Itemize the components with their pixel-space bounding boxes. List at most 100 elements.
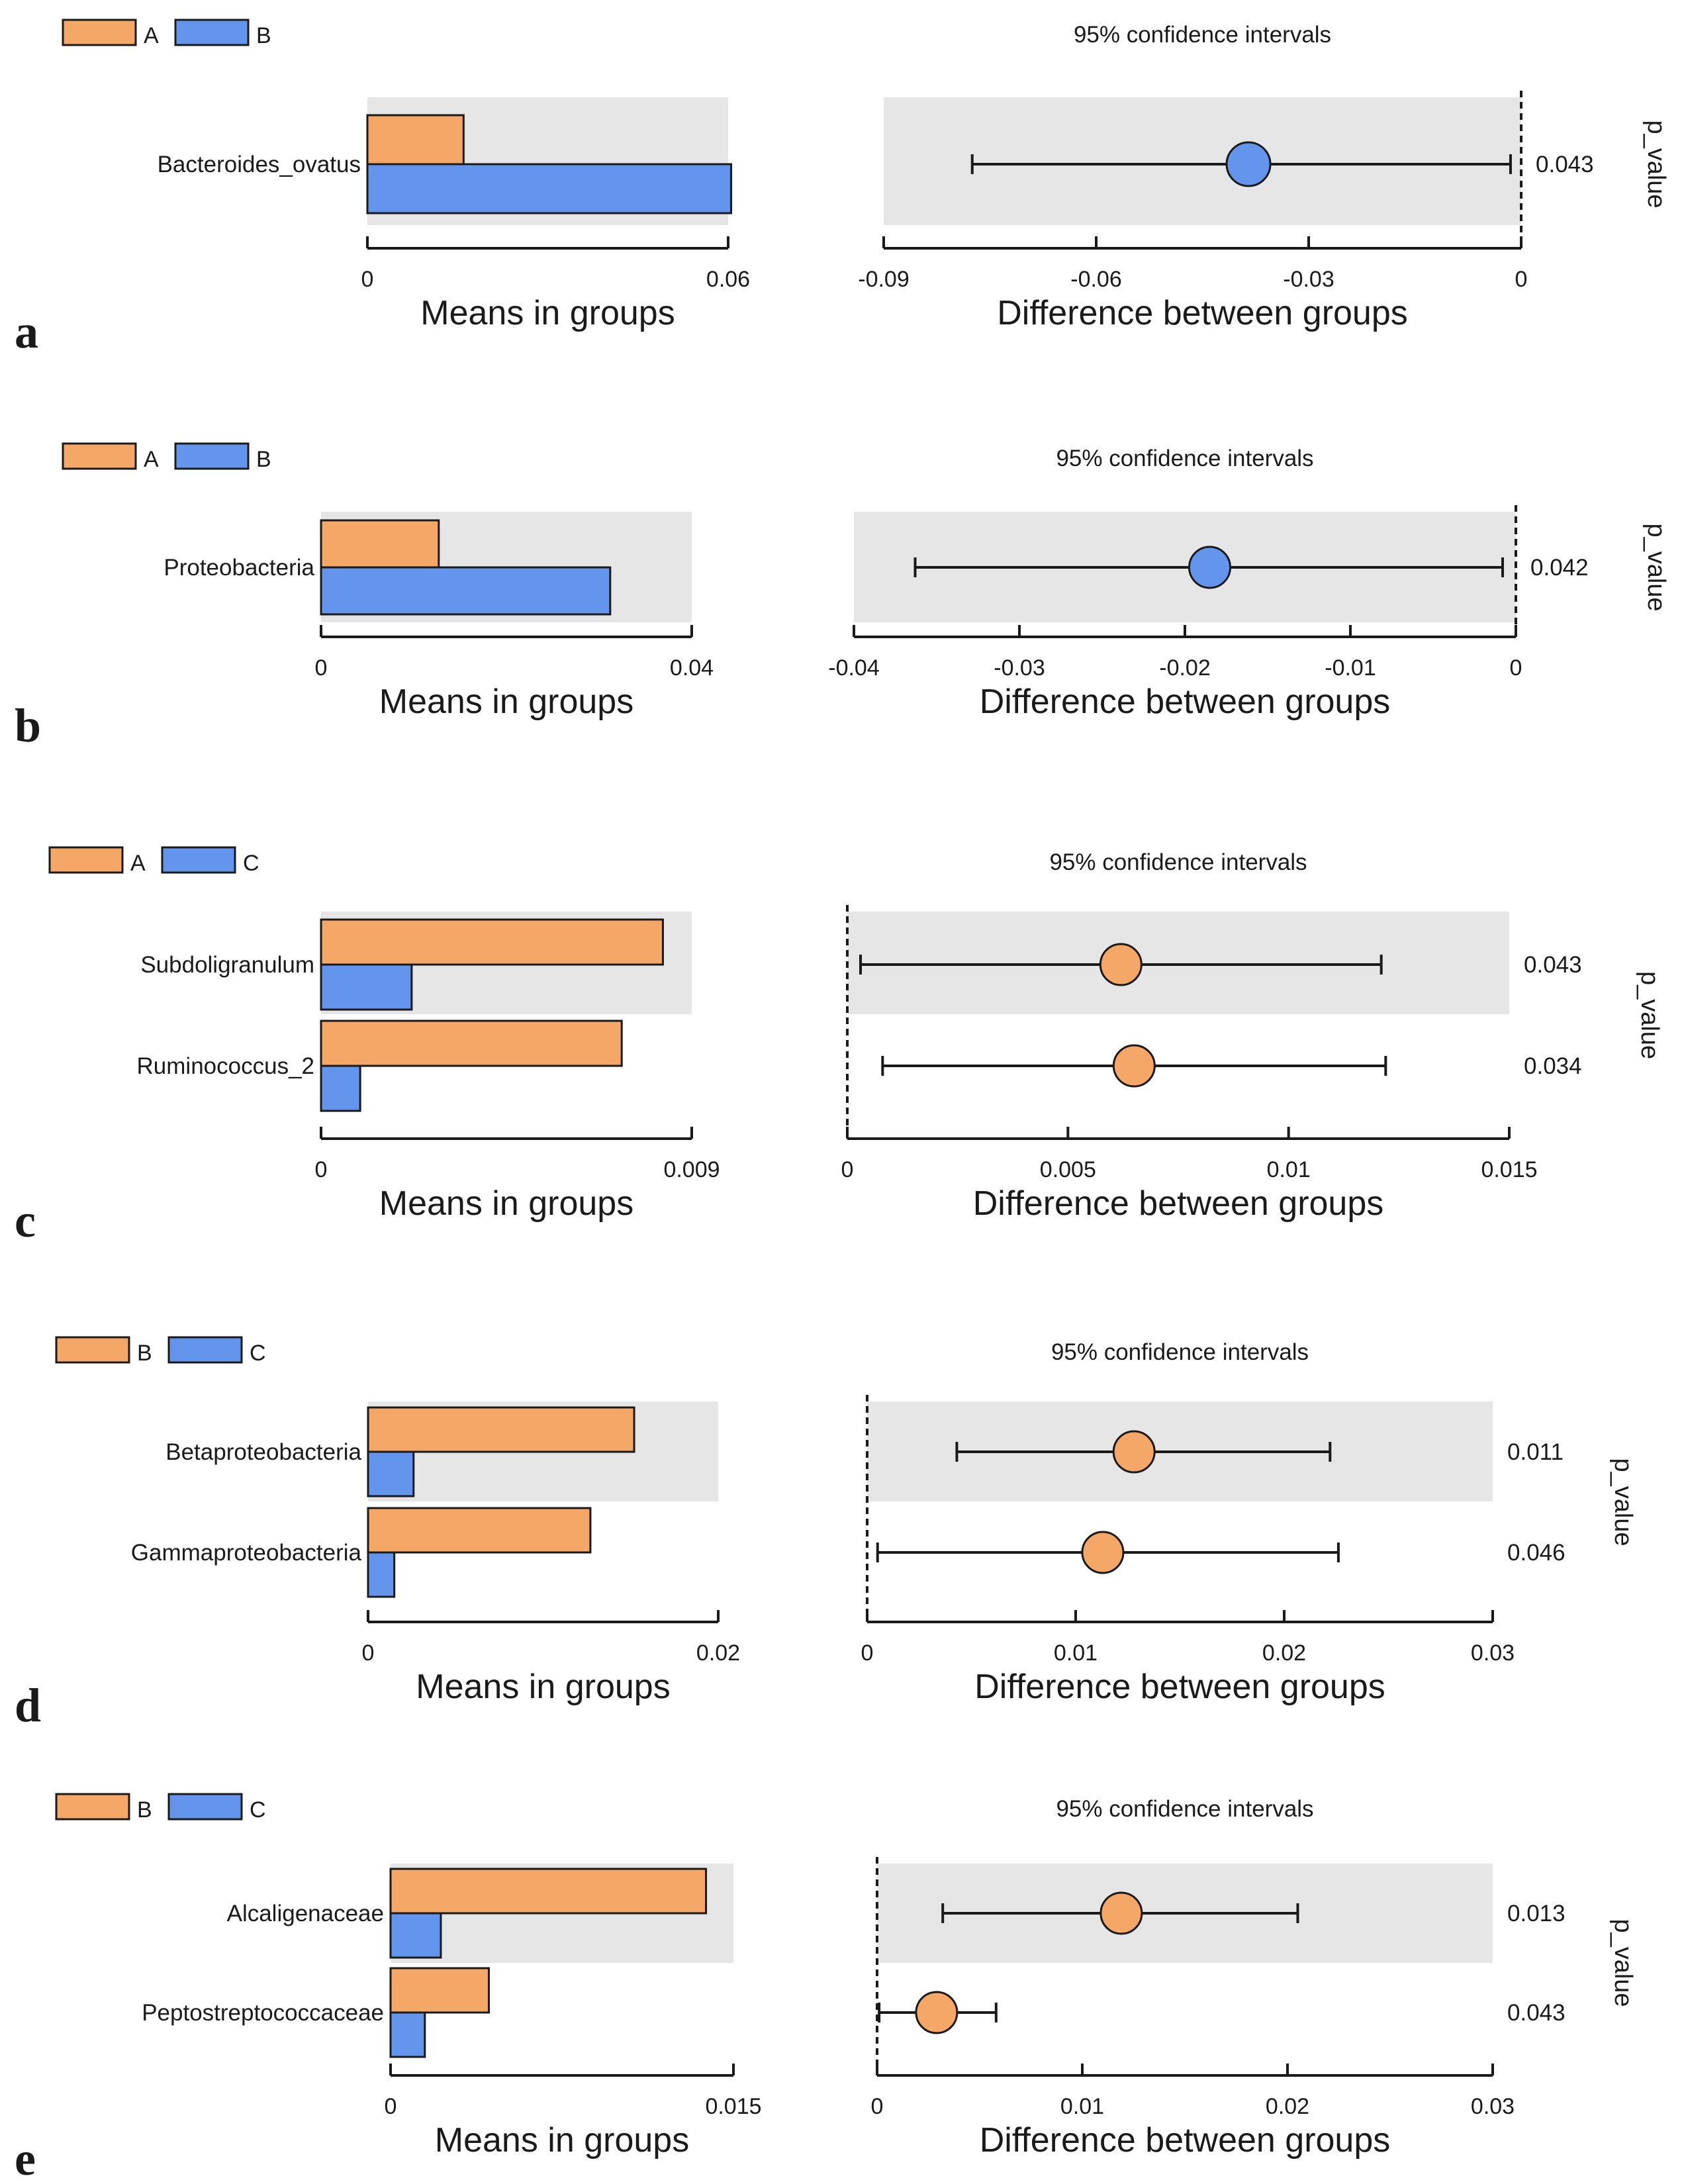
difference-x-tick-label: 0.005 [1040,1157,1096,1182]
bar-b-bacteroides_ovatus [366,163,733,214]
difference-x-tick-label: 0 [871,2094,884,2119]
estimate-point [1099,943,1143,986]
difference-x-tick-label: -0.06 [1070,267,1122,292]
difference-x-tick-label: -0.09 [858,267,910,292]
bar-a-bacteroides_ovatus [366,114,465,166]
legend-label: C [243,851,259,876]
means-x-axis-title: Means in groups [435,2121,689,2160]
means-x-tick-label: 0 [361,267,374,292]
bar-a-ruminococcus_2 [320,1020,623,1067]
bar-c-alcaligenaceae [389,1912,442,1959]
p-value-label: 0.011 [1507,1439,1564,1465]
difference-x-axis-title: Difference between groups [980,2121,1391,2160]
category-label: Gammaproteobacteria [131,1540,362,1566]
chart-panel-d: B C 95% confidence intervals Betaproteobact… [15,1336,1637,1732]
means-x-tick-label: 0.06 [706,267,750,292]
legend-swatch-b [55,1793,130,1821]
p-value-label: 0.043 [1524,952,1582,978]
category-label: Proteobacteria [164,555,314,581]
chart-panel-e: B C 95% confidence intervals Alcaligenaceae… [15,1793,1637,2184]
difference-x-tick-label: 0.03 [1471,1640,1515,1666]
panel-letter: e [15,2132,36,2184]
chart-panel-a: A B 95% confidence intervals Bacteroides_ov… [15,19,1670,358]
ci-plot-background [847,912,1509,1014]
legend-swatch-b [174,442,250,470]
legend-swatch-c [167,1336,243,1364]
p-value-axis-title: p_value [1609,1458,1637,1546]
category-label: Peptostreptococcaceae [142,2000,384,2026]
p-value-axis-title: p_value [1642,523,1670,611]
legend-swatch-c [161,846,236,874]
legend-label: B [137,1797,152,1823]
p-value-label: 0.042 [1530,555,1589,581]
difference-x-tick-label: 0 [1510,655,1522,681]
difference-x-tick-label: -0.02 [1159,655,1211,681]
p-value-axis-title: p_value [1642,120,1670,208]
estimate-point [1112,1430,1156,1474]
difference-x-tick-label: -0.03 [994,655,1045,681]
p-value-label: 0.046 [1507,1540,1566,1566]
means-x-tick-label: 0.009 [663,1157,720,1182]
category-label: Alcaligenaceae [227,1901,384,1926]
means-x-tick-label: 0 [315,655,328,681]
category-label: Subdoligranulum [140,952,314,978]
difference-x-tick-label: 0 [841,1157,854,1182]
panel-letter: d [15,1679,41,1732]
difference-x-tick-label: 0.015 [1481,1157,1537,1182]
legend-swatch-a [48,846,124,874]
means-x-tick-label: 0.02 [696,1640,740,1666]
legend-swatch-a [62,19,137,46]
bar-b-alcaligenaceae [389,1868,708,1915]
legend-label: A [144,23,159,48]
difference-x-tick-label: -0.03 [1283,267,1334,292]
legend-label: C [250,1797,266,1823]
chart-panel-c: A C 95% confidence intervals Subdoligranulu… [15,846,1663,1247]
bar-a-proteobacteria [320,519,440,569]
category-label: Ruminococcus_2 [137,1053,314,1079]
category-label: Bacteroides_ovatus [158,152,361,177]
estimate-point [1112,1044,1156,1088]
panel-letter: a [15,305,38,358]
legend-label: A [144,447,159,472]
p-value-label: 0.034 [1524,1053,1582,1079]
ci-title: 95% confidence intervals [1056,1796,1313,1822]
difference-x-tick-label: 0.01 [1267,1157,1311,1182]
p-value-label: 0.013 [1507,1901,1566,1926]
category-label: Betaproteobacteria [165,1439,361,1465]
legend-swatch-a [62,442,137,470]
difference-x-tick-label: 0 [861,1640,874,1666]
difference-x-tick-label: 0.02 [1262,1640,1306,1666]
means-x-axis-title: Means in groups [379,1184,633,1223]
means-x-tick-label: 0.04 [670,655,714,681]
means-x-axis-title: Means in groups [416,1668,670,1706]
estimate-point [1188,546,1231,589]
legend-swatch-c [167,1793,243,1821]
legend-swatch-b [55,1336,130,1364]
estimate-point [1081,1531,1125,1574]
difference-x-tick-label: 0.01 [1054,1640,1098,1666]
bar-c-gammaproteobacteria [367,1551,396,1598]
difference-x-tick-label: -0.04 [828,655,880,681]
estimate-point [1225,141,1272,187]
legend-label: A [130,851,146,876]
difference-x-axis-title: Difference between groups [973,1184,1384,1223]
difference-x-axis-title: Difference between groups [980,683,1391,721]
legend-label: C [250,1341,266,1366]
bar-c-ruminococcus_2 [320,1065,361,1112]
p-value-axis-title: p_value [1636,971,1663,1059]
bar-a-subdoligranulum [320,918,664,966]
legend-swatch-b [174,19,250,46]
estimate-point [915,1991,959,2034]
bar-c-peptostreptococcaceae [389,2011,426,2058]
means-x-tick-label: 0 [385,2094,397,2119]
estimate-point [1099,1891,1143,1935]
means-x-tick-label: 0 [315,1157,328,1182]
bar-c-betaproteobacteria [367,1450,415,1497]
difference-x-tick-label: 0.01 [1060,2094,1104,2119]
ci-title: 95% confidence intervals [1049,849,1307,875]
difference-x-axis-title: Difference between groups [974,1668,1385,1706]
means-x-tick-label: 0 [362,1640,375,1666]
difference-x-tick-label: 0.03 [1471,2094,1515,2119]
means-x-axis-title: Means in groups [379,683,633,721]
